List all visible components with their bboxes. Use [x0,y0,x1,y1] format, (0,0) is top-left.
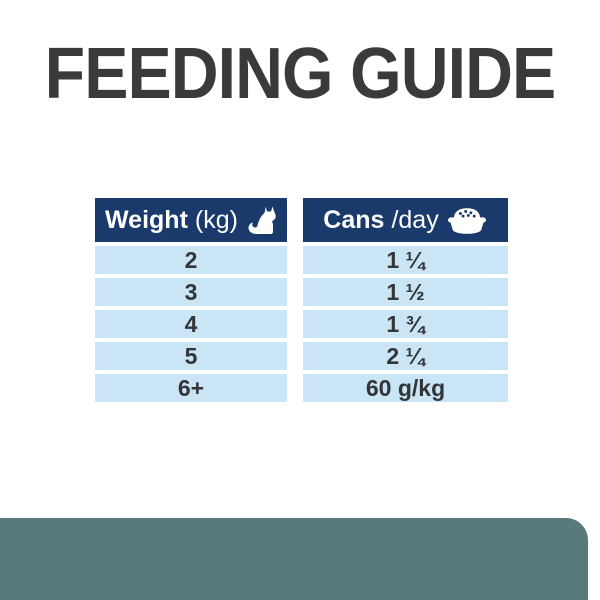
cans-header-label: Cans [323,205,385,234]
weight-cell: 3 [95,278,287,306]
cans-cell: 60 g/kg [303,374,508,402]
cans-header-unit: /day [391,205,439,234]
cans-cell: 1 ¾ [303,310,508,338]
weight-header-label: Weight [105,205,188,234]
page-title: FEEDING GUIDE [44,34,557,114]
weight-cell: 5 [95,342,287,370]
feeding-table: Weight (kg) Cans /day [95,198,508,402]
food-bowl-icon [446,204,488,236]
column-header-weight: Weight (kg) [95,198,287,242]
cans-cell: 1 ½ [303,278,508,306]
bottom-teal-band [0,518,588,600]
weight-cell: 2 [95,246,287,274]
weight-header-unit: (kg) [194,205,238,234]
weight-cell: 4 [95,310,287,338]
weight-cell: 6+ [95,374,287,402]
cans-cell: 2 ¼ [303,342,508,370]
cans-cell: 1 ¼ [303,246,508,274]
column-header-cans: Cans /day [303,198,508,242]
cat-icon [245,204,277,236]
